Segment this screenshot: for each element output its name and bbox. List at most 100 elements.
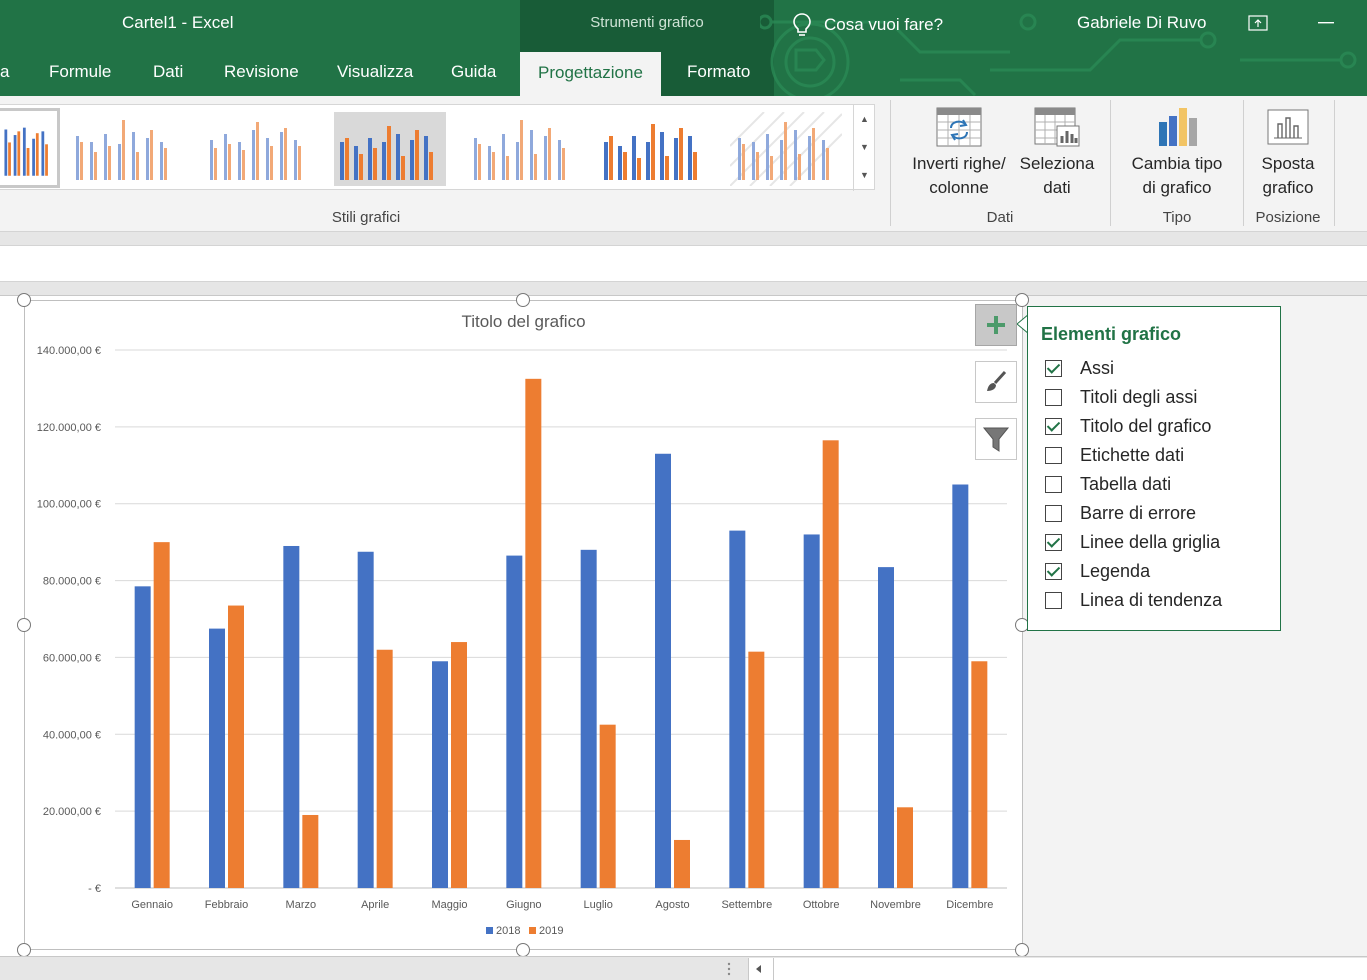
chart-element-option[interactable]: Assi [1045, 356, 1114, 380]
x-tick-label: Agosto [655, 899, 689, 911]
ribbon-display-options-icon[interactable] [1245, 10, 1271, 36]
checkbox[interactable] [1045, 359, 1062, 377]
change-chart-type-label-1: Cambia tipo [1131, 154, 1223, 173]
split-handle-icon[interactable] [726, 961, 732, 977]
resize-handle-left[interactable] [17, 618, 31, 632]
checkbox[interactable] [1045, 591, 1062, 609]
bar-2018[interactable] [952, 484, 969, 889]
y-tick-label: 20.000,00 € [43, 806, 101, 818]
bar-2018[interactable] [878, 567, 894, 888]
bar-2019[interactable] [302, 814, 319, 888]
tab-revisione[interactable]: Revisione [224, 62, 299, 81]
chart-style-3[interactable] [202, 112, 314, 186]
ribbon-separator [1110, 100, 1111, 226]
select-data-button[interactable]: Seleziona dati [1016, 106, 1098, 200]
resize-handle-bottom[interactable] [516, 943, 530, 957]
bar-2019[interactable] [674, 839, 690, 888]
chart-style-5[interactable] [466, 112, 578, 186]
checkbox[interactable] [1045, 533, 1062, 551]
bar-2019[interactable] [897, 807, 913, 888]
chart-style-7[interactable] [730, 112, 842, 186]
bar-2019[interactable] [748, 651, 765, 888]
chart-style-4[interactable] [334, 112, 446, 186]
resize-handle-bottom-left[interactable] [17, 943, 31, 957]
chart-element-option[interactable]: Titolo del grafico [1045, 414, 1211, 438]
bar-2018[interactable] [506, 555, 523, 888]
checkbox[interactable] [1045, 504, 1062, 522]
move-chart-button[interactable]: Sposta grafico [1250, 106, 1326, 200]
bar-2019[interactable] [376, 649, 393, 888]
column-chart[interactable]: - € 20.000,00 € 40.000,00 € 60.000,00 € 80.0… [24, 300, 1023, 950]
chart-element-label: Linee della griglia [1080, 531, 1221, 552]
chart-styles-gallery: ▲ ▼ ▼ [0, 104, 875, 191]
switch-row-column-label-2: colonne [929, 178, 989, 197]
resize-handle-top-left[interactable] [17, 293, 31, 307]
gallery-more-icon[interactable]: ▼ [860, 170, 869, 180]
tab-visualizza[interactable]: Visualizza [337, 62, 414, 81]
checkbox[interactable] [1045, 446, 1062, 464]
change-chart-type-button[interactable]: Cambia tipo di grafico [1122, 106, 1232, 200]
chart-element-option[interactable]: Legenda [1045, 559, 1150, 583]
chart-style-2[interactable] [70, 112, 182, 186]
tell-me-label: Cosa vuoi fare? [824, 15, 944, 34]
chart-title[interactable]: Titolo del grafico [461, 312, 586, 331]
tab-guida[interactable]: Guida [451, 62, 497, 81]
checkbox[interactable] [1045, 475, 1062, 493]
scroll-left-icon[interactable] [753, 963, 765, 975]
horizontal-scrollbar[interactable] [748, 958, 1367, 980]
bar-2019[interactable] [599, 724, 616, 888]
chart-area[interactable] [24, 300, 1023, 950]
ribbon-separator [1334, 100, 1335, 226]
chart-element-option[interactable]: Etichette dati [1045, 443, 1184, 467]
tab-formule[interactable]: Formule [49, 62, 112, 81]
bar-2019[interactable] [822, 440, 839, 888]
bar-2018[interactable] [134, 586, 151, 888]
resize-handle-bottom-right[interactable] [1015, 943, 1029, 957]
resize-handle-top-right[interactable] [1015, 293, 1029, 307]
x-tick-label: Dicembre [946, 899, 993, 911]
switch-row-column-button[interactable]: Inverti righe/ colonne [904, 106, 1014, 200]
tab-formato[interactable]: Formato [687, 62, 751, 81]
tab-progettazione[interactable]: Progettazione [520, 52, 661, 96]
bar-2019[interactable] [525, 378, 542, 888]
chart-element-option[interactable]: Linee della griglia [1045, 530, 1220, 554]
bar-2018[interactable] [432, 661, 448, 888]
chart-element-label: Linea di tendenza [1080, 589, 1223, 610]
checkbox[interactable] [1045, 562, 1062, 580]
user-name[interactable]: Gabriele Di Ruvo [1077, 13, 1207, 32]
bar-2018[interactable] [209, 628, 225, 888]
y-tick-label: 80.000,00 € [43, 576, 101, 588]
bar-2018[interactable] [655, 453, 671, 888]
tab-dati[interactable]: Dati [153, 62, 184, 81]
bar-2019[interactable] [228, 605, 244, 888]
gallery-scroll-down-icon[interactable]: ▼ [860, 142, 869, 152]
chart-style-1[interactable] [0, 108, 60, 188]
bar-2018[interactable] [580, 549, 597, 888]
tab-home-partial[interactable]: a [0, 62, 10, 81]
chart-filters-button[interactable] [975, 418, 1017, 460]
bar-2018[interactable] [357, 551, 374, 888]
chart-element-label: Barre di errore [1080, 502, 1197, 523]
checkbox[interactable] [1045, 417, 1062, 435]
minimize-icon[interactable] [1313, 10, 1339, 36]
gallery-scroll-up-icon[interactable]: ▲ [860, 114, 869, 124]
chart-element-option[interactable]: Barre di errore [1045, 501, 1196, 525]
bar-2018[interactable] [283, 545, 300, 888]
x-tick-label: Maggio [431, 899, 467, 911]
chart-element-option[interactable]: Tabella dati [1045, 472, 1171, 496]
bar-2019[interactable] [153, 542, 170, 888]
bar-2018[interactable] [803, 534, 820, 888]
bar-2018[interactable] [729, 530, 746, 888]
chart-elements-button[interactable] [975, 304, 1017, 346]
formula-bar[interactable] [0, 246, 1367, 282]
chart-styles-button[interactable] [975, 361, 1017, 403]
tell-me-box[interactable]: Cosa vuoi fare? [792, 12, 943, 38]
bar-2019[interactable] [451, 642, 467, 888]
chart-element-option[interactable]: Linea di tendenza [1045, 588, 1222, 612]
chart-element-option[interactable]: Titoli degli assi [1045, 385, 1197, 409]
checkbox[interactable] [1045, 388, 1062, 406]
resize-handle-top[interactable] [516, 293, 530, 307]
chart-style-6[interactable] [598, 112, 710, 186]
bar-2019[interactable] [971, 661, 988, 888]
